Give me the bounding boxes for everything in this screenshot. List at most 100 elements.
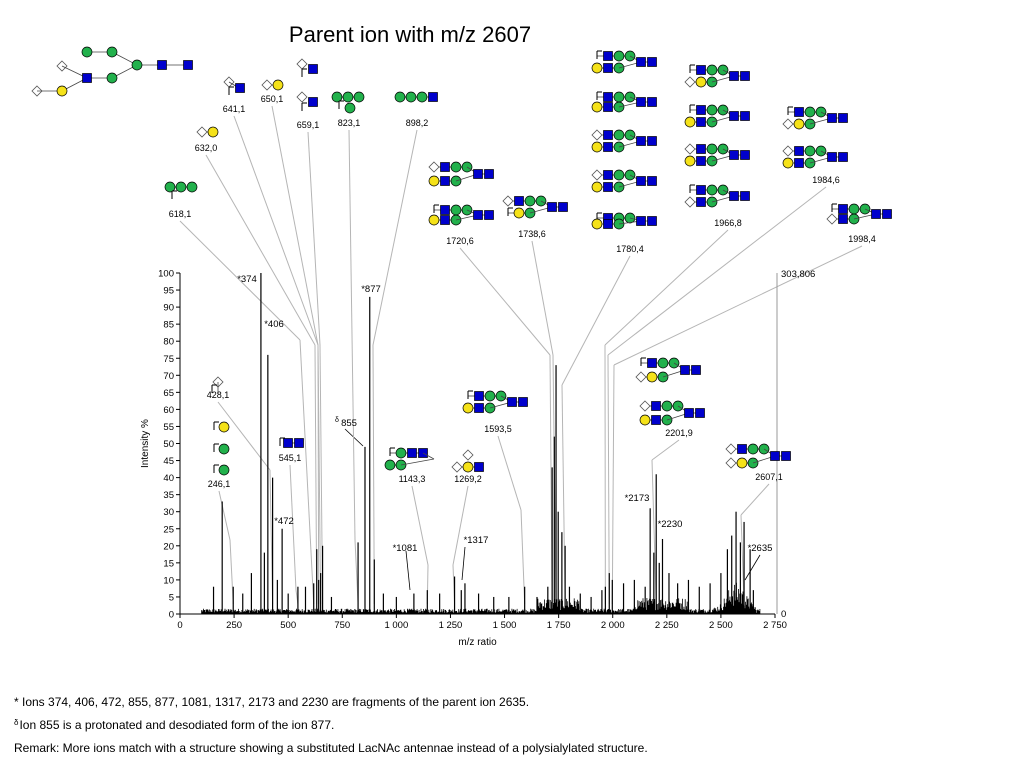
glycan-1966 <box>684 64 750 208</box>
y-tick-label: 55 <box>163 422 174 433</box>
glcnac-icon <box>547 202 557 212</box>
glcnac-icon <box>695 408 705 418</box>
glcnac-icon <box>474 403 484 413</box>
glycan-1738 <box>502 195 568 219</box>
glycan-1984 <box>782 106 848 169</box>
structure-leader-line <box>613 245 863 366</box>
x-tick-label: 0 <box>177 620 182 631</box>
chart-title: Parent ion with m/z 2607 <box>288 22 532 47</box>
glcnac-icon <box>603 142 613 152</box>
peak-annotation: *374 <box>237 274 257 285</box>
glcnac-icon <box>428 92 438 102</box>
structure-label: 1738,6 <box>518 229 546 239</box>
glcnac-icon <box>157 60 167 70</box>
y-tick-label: 85 <box>163 320 174 331</box>
sialic-acid-icon <box>196 126 208 138</box>
mannose-icon <box>218 464 230 476</box>
glcnac-icon <box>603 51 613 61</box>
x-tick-label: 750 <box>334 620 350 631</box>
glycan-428 <box>211 376 224 394</box>
mannose-icon <box>613 169 625 181</box>
spectrum-series <box>201 273 761 614</box>
galactose-icon <box>591 141 603 153</box>
glcnac-icon <box>603 92 613 102</box>
glcnac-icon <box>440 215 450 225</box>
fucose-icon <box>213 443 219 452</box>
glcnac-icon <box>636 57 646 67</box>
sialic-acid-icon <box>502 195 514 207</box>
x-tick-label: 500 <box>280 620 296 631</box>
galactose-icon <box>646 371 658 383</box>
mannose-icon <box>450 204 462 216</box>
mannose-icon <box>394 91 406 103</box>
glcnac-icon <box>407 448 417 458</box>
peak-annotation: *406 <box>264 319 284 330</box>
structure-label: 641,1 <box>223 104 246 114</box>
sialic-acid-icon <box>782 145 794 157</box>
chart-labels: *374 *406 *472 *877 δ 855 *1081 *1317 *2173 *2230… <box>169 94 876 554</box>
delta-symbol: δ <box>335 417 339 424</box>
peak-annotation: *1081 <box>393 543 418 554</box>
fucose-icon <box>301 102 307 111</box>
fucose-icon <box>596 50 602 59</box>
y-tick-label: 25 <box>163 524 174 535</box>
structure-label: 428,1 <box>207 390 230 400</box>
sialic-acid-icon <box>826 213 838 225</box>
glcnac-icon <box>781 451 791 461</box>
axes: 0 5 10 15 20 25 30 35 40 45 50 55 60 65 70 75 80 85 90 95 10… <box>140 269 815 649</box>
glcnac-icon <box>647 57 657 67</box>
x-tick-label: 250 <box>226 620 242 631</box>
glcnac-icon <box>696 156 706 166</box>
glcnac-icon <box>882 209 892 219</box>
x-tick-label: 1 250 <box>439 620 463 631</box>
glcnac-icon <box>474 391 484 401</box>
structure-leader-line <box>372 129 418 346</box>
y-tick-label: 95 <box>163 286 174 297</box>
peak-annotation: *1317 <box>464 535 489 546</box>
glycan-650 <box>261 79 284 91</box>
structure-label: 2201,9 <box>665 428 693 438</box>
galactose-icon <box>462 461 474 473</box>
structure-leader-line <box>218 490 231 541</box>
y-tick-label: 10 <box>163 575 174 586</box>
glcnac-icon <box>440 205 450 215</box>
fucose-icon <box>507 207 513 216</box>
sialic-acid-icon <box>684 143 696 155</box>
structure-label: 823,1 <box>338 118 361 128</box>
right-axis-top-label: 303,806 <box>781 269 815 280</box>
galactose-icon <box>462 402 474 414</box>
mannose-icon <box>186 181 198 193</box>
structure-leader-line <box>411 485 429 566</box>
structure-leader-drop <box>651 459 657 605</box>
glcnac-icon <box>308 64 318 74</box>
glcnac-icon <box>636 216 646 226</box>
y-tick-label: 75 <box>163 354 174 365</box>
x-tick-label: 2 250 <box>655 620 679 631</box>
mannose-icon <box>175 181 187 193</box>
mannose-icon <box>804 106 816 118</box>
glcnac-icon <box>740 191 750 201</box>
fucose-icon <box>228 86 234 95</box>
glcnac-icon <box>696 197 706 207</box>
y-tick-label: 65 <box>163 388 174 399</box>
glycan-bond <box>422 452 435 460</box>
fucose-icon <box>787 106 793 115</box>
structure-label: 2607,1 <box>755 472 783 482</box>
mannose-icon <box>706 104 718 116</box>
glcnac-icon <box>729 150 739 160</box>
glcnac-icon <box>603 182 613 192</box>
glcnac-icon <box>473 169 483 179</box>
fucose-icon <box>596 91 602 100</box>
fucose-icon <box>689 64 695 73</box>
sialic-acid-icon <box>462 449 474 461</box>
glcnac-icon <box>440 176 450 186</box>
y-tick-label: 80 <box>163 337 174 348</box>
x-axis-title: m/z ratio <box>458 637 497 648</box>
structure-label: 1143,3 <box>399 474 426 484</box>
glcnac-icon <box>794 146 804 156</box>
mannose-icon <box>106 46 118 58</box>
structure-leader-line <box>348 129 356 541</box>
mannose-icon <box>405 91 417 103</box>
x-tick-label: 2 000 <box>601 620 625 631</box>
sialic-acid-icon <box>591 129 603 141</box>
